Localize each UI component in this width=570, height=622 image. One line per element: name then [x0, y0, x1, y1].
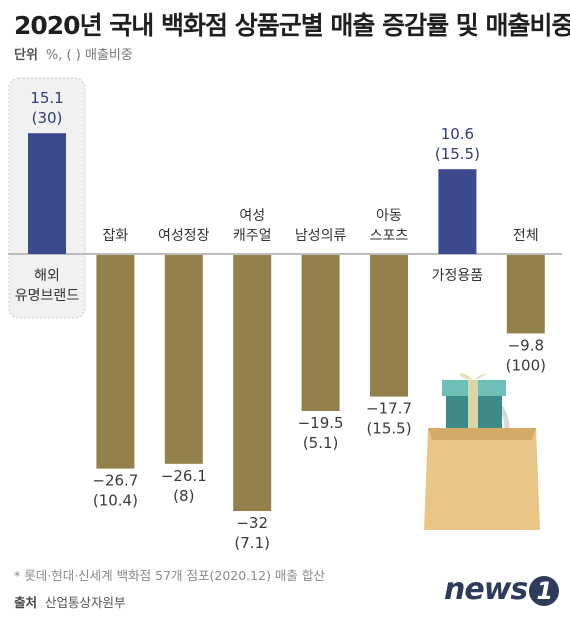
bar-0	[28, 133, 66, 254]
logo-text: news	[444, 572, 528, 607]
news1-logo: news 1	[444, 572, 560, 607]
unit-text: %, ( ) 매출비중	[45, 48, 133, 63]
category-label-4-0: 남성의류	[295, 228, 347, 244]
unit-note: 단위 %, ( ) 매출비중	[14, 44, 133, 63]
bar-4	[301, 255, 340, 411]
bar-2	[164, 255, 203, 464]
value-label-2: −26.1	[161, 467, 207, 485]
share-label-0: (30)	[32, 109, 63, 127]
category-label-6-0: 가정용품	[432, 268, 484, 284]
category-label-5-1: 스포츠	[370, 228, 409, 244]
value-label-0: 15.1	[30, 89, 63, 107]
chart-title: 2020년 국내 백화점 상품군별 매출 증감률 및 매출비중	[14, 11, 570, 40]
source-note: 출처 산업통상자원부	[14, 592, 126, 611]
value-label-1: −26.7	[92, 472, 138, 490]
category-label-3-1: 캐주얼	[233, 228, 272, 244]
shopping-bag-illustration	[424, 373, 540, 530]
share-label-6: (15.5)	[435, 145, 480, 163]
category-label-0-0: 해외	[34, 268, 60, 284]
share-label-2: (8)	[173, 487, 194, 505]
bag-rim	[428, 428, 536, 440]
bar-1	[96, 255, 135, 469]
share-label-3: (7.1)	[234, 534, 270, 552]
footnote: * 롯데·현대·신세계 백화점 57개 점포(2020.12) 매출 합산	[14, 568, 325, 583]
bar-7	[506, 255, 545, 334]
category-label-7-0: 전체	[513, 228, 539, 244]
value-label-4: −19.5	[298, 414, 344, 432]
share-label-5: (15.5)	[366, 420, 411, 438]
value-label-6: 10.6	[441, 125, 474, 143]
bar-3	[233, 255, 272, 511]
source-label: 출처	[14, 595, 38, 610]
category-label-5-0: 아동	[376, 208, 402, 224]
gift-bow	[460, 373, 486, 380]
share-label-1: (10.4)	[93, 492, 138, 510]
share-label-7: (100)	[506, 356, 546, 374]
category-label-1-0: 잡화	[103, 228, 129, 244]
bar-5	[370, 255, 408, 397]
category-label-3-0: 여성	[239, 208, 265, 224]
category-label-2-0: 여성정장	[158, 228, 210, 244]
bag-body	[424, 428, 540, 530]
category-label-0-1: 유명브랜드	[15, 288, 80, 304]
gift-ribbon-v	[468, 380, 478, 442]
value-label-3: −32	[236, 514, 268, 532]
value-label-5: −17.7	[366, 400, 412, 418]
share-label-4: (5.1)	[303, 434, 339, 452]
value-label-7: −9.8	[508, 336, 544, 354]
bar-6	[438, 169, 477, 254]
source-text: 산업통상자원부	[45, 595, 126, 610]
unit-label: 단위	[14, 48, 38, 63]
logo-badge: 1	[529, 575, 560, 606]
